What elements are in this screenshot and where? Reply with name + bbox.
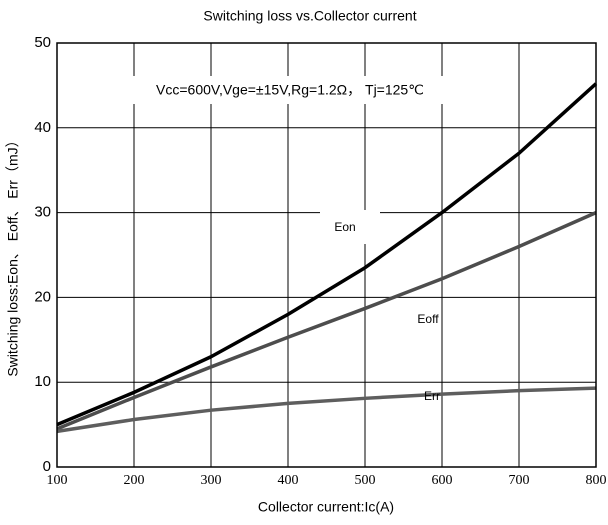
y-tick-label: 50 <box>34 34 51 51</box>
chart-title: Switching loss vs.Collector current <box>203 8 416 24</box>
x-tick-label: 600 <box>432 473 453 488</box>
label-bg <box>320 210 380 244</box>
grid <box>56 42 597 468</box>
y-tick-label: 30 <box>34 204 51 221</box>
x-tick-label: 500 <box>355 473 376 488</box>
series-label: Eon <box>334 220 355 234</box>
y-tick-label: 0 <box>43 458 51 475</box>
x-tick-label: 700 <box>509 473 530 488</box>
x-tick-label: 800 <box>586 473 607 488</box>
x-tick-label: 100 <box>47 473 68 488</box>
annotation: Vcc=600V,Vge=±15V,Rg=1.2Ω， Tj=125℃ <box>156 82 424 98</box>
series-label: Err <box>424 389 440 403</box>
y-tick-label: 20 <box>34 288 51 305</box>
series-label: Eoff <box>417 312 439 326</box>
plot-frame <box>56 42 597 468</box>
x-axis-label: Collector current:Ic(A) <box>258 499 394 515</box>
lines <box>56 82 598 434</box>
y-tick-label: 40 <box>34 119 51 136</box>
x-tick-label: 300 <box>201 473 222 488</box>
series-line <box>56 386 597 434</box>
x-tick-label: 400 <box>278 473 299 488</box>
series-line <box>56 82 598 427</box>
x-tick-label: 200 <box>124 473 145 488</box>
annotation-bg <box>80 76 500 104</box>
series-line <box>56 210 597 431</box>
y-tick-label: 10 <box>34 373 51 390</box>
y-axis-label: Switching loss:Eon、 Eoff、 Err（mJ） <box>5 133 21 376</box>
